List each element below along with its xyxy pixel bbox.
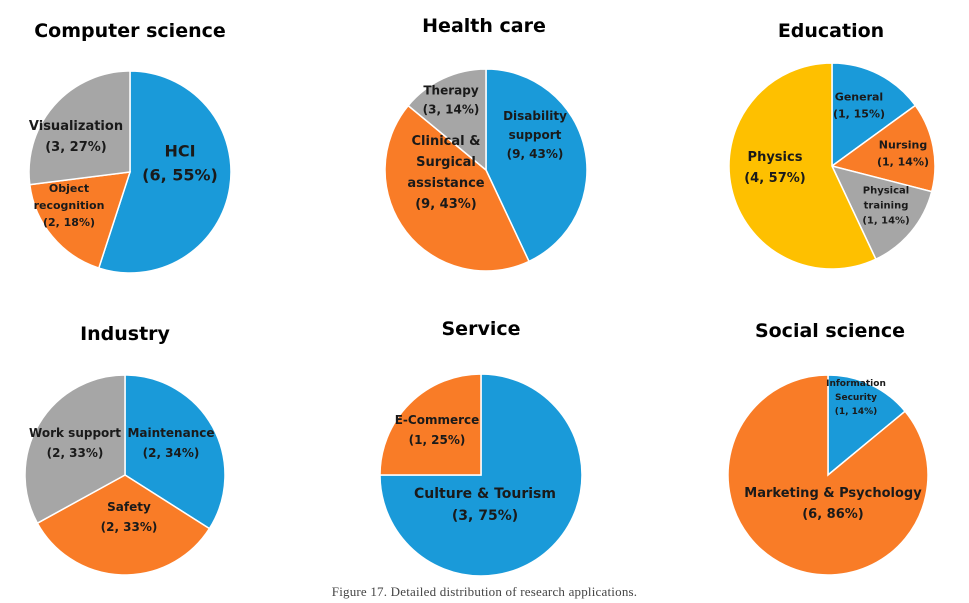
slice-label: Information Security (1, 14%) — [826, 379, 886, 417]
chart-title: Service — [442, 318, 521, 340]
pie-slice — [384, 104, 530, 272]
pie-slice — [728, 62, 877, 270]
pie-slice — [831, 62, 917, 168]
pie-slice — [379, 373, 482, 476]
pie-slice — [407, 68, 487, 172]
slice-label: Work support (2, 33%) — [29, 426, 121, 460]
pie-slice — [97, 70, 232, 274]
slice-label: General (1, 15%) — [833, 90, 885, 120]
pie-slice — [830, 164, 933, 261]
chart-title: Health care — [422, 15, 546, 37]
pie-service: Culture & Tourism (3, 75%) E-Commerce (1, 2… — [379, 318, 583, 577]
slice-label: Culture & Tourism (3, 75%) — [414, 486, 556, 524]
slice-label: Marketing & Psychology (6, 86%) — [744, 486, 922, 522]
pie-slice — [24, 374, 126, 525]
chart-title: Education — [778, 20, 884, 42]
pie-slice — [830, 104, 936, 193]
pie-slice — [727, 374, 929, 576]
pie-slice — [28, 70, 131, 186]
slice-label: E-Commerce (1, 25%) — [395, 413, 480, 447]
slice-label: Therapy (3, 14%) — [423, 84, 480, 117]
slice-label: Physical training (1, 14%) — [862, 186, 909, 227]
pie-computer-science: HCI (6, 55%) Object recognition (2, 18%) Visu… — [28, 20, 232, 274]
slice-label: Disability support (9, 43%) — [503, 109, 567, 161]
pie-education: General (1, 15%) Nursing (1, 14%) Physical tr… — [728, 20, 936, 270]
slice-label: HCI (6, 55%) — [142, 142, 218, 185]
slice-label: Clinical & Surgical assistance (9, 43%) — [407, 134, 484, 212]
pie-slice — [485, 68, 588, 263]
pie-industry: Maintenance (2, 34%) Safety (2, 33%) Work su… — [24, 323, 226, 576]
slice-label: Maintenance (2, 34%) — [127, 426, 214, 460]
pie-health-care: Disability support (9, 43%) Clinical & Surgi… — [384, 15, 588, 272]
pie-slice — [28, 171, 132, 270]
pie-slice — [827, 374, 907, 477]
chart-title: Industry — [80, 323, 170, 345]
pie-social-science: Information Security (1, 14%) Marketing & P… — [727, 320, 929, 576]
chart-title: Social science — [755, 320, 905, 342]
slice-label: Visualization (3, 27%) — [29, 119, 123, 155]
slice-label: Safety (2, 33%) — [101, 500, 158, 534]
chart-title: Computer science — [34, 20, 226, 42]
slice-label: Object recognition (2, 18%) — [34, 182, 105, 229]
slice-label: Physics (4, 57%) — [744, 150, 806, 186]
slice-label: Nursing (1, 14%) — [877, 138, 929, 168]
figure-caption: Figure 17. Detailed distribution of rese… — [331, 584, 638, 599]
